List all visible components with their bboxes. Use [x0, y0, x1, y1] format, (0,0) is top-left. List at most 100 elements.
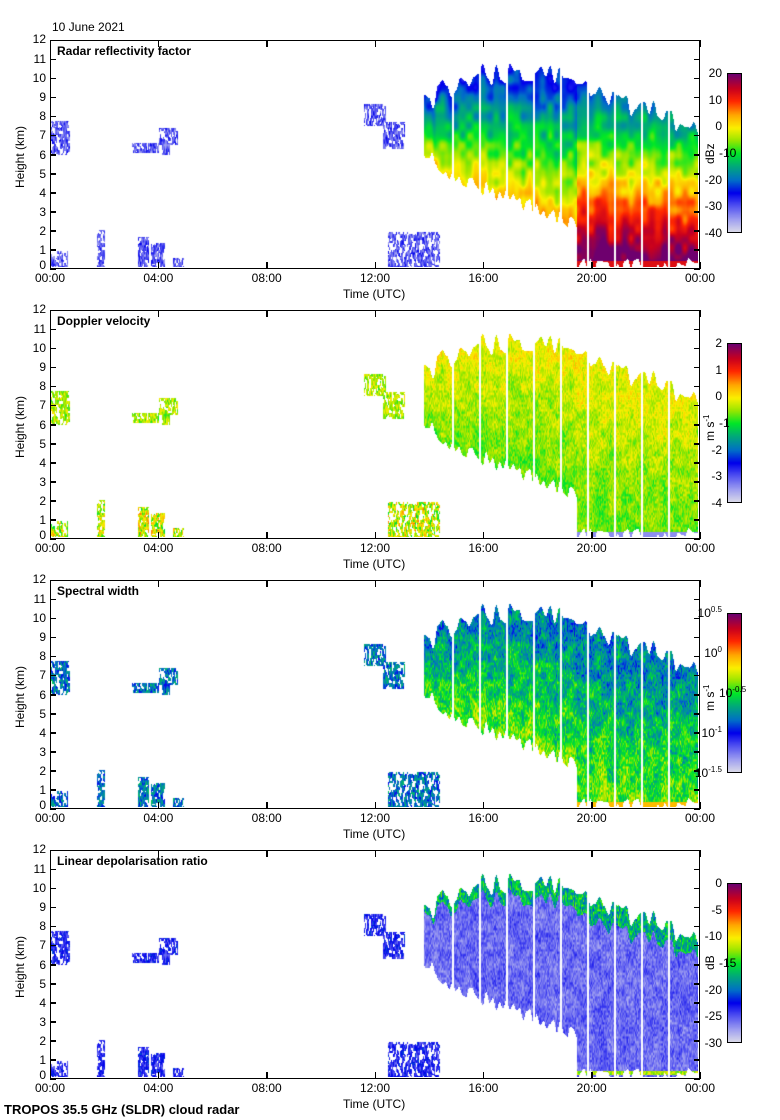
- y-tick-mark: [694, 424, 700, 426]
- y-tick-mark: [694, 268, 700, 270]
- x-tick-mark: [482, 1072, 485, 1079]
- y-tick-label: 12: [32, 842, 46, 856]
- x-tick-mark: [157, 262, 160, 269]
- y-tick-mark: [694, 944, 700, 947]
- colorbar-tick-label: 10-1: [688, 725, 722, 740]
- heatmap-Z: [51, 41, 698, 267]
- colorbar-tick-label: -30: [704, 199, 722, 214]
- y-tick-label: 6: [39, 687, 46, 702]
- x-tick-mark: [699, 532, 701, 539]
- y-tick-mark: [694, 617, 700, 620]
- y-tick-label: 0: [39, 528, 46, 542]
- y-tick-mark: [50, 849, 56, 851]
- colorbar-unit-exponent: -1: [702, 414, 711, 422]
- y-tick-label: 10: [32, 341, 46, 356]
- x-axis-label: Time (UTC): [343, 287, 406, 301]
- colorbar-unit-label: m s-1: [702, 414, 717, 440]
- x-tick-label: 00:00: [684, 271, 716, 285]
- x-tick-label: 00:00: [34, 541, 66, 555]
- x-tick-label: 12:00: [359, 271, 391, 285]
- y-tick-mark: [50, 385, 56, 388]
- y-tick-mark: [50, 732, 56, 734]
- y-tick-mark: [694, 868, 700, 871]
- y-tick-label: 5: [39, 976, 46, 991]
- colorbar-tick-label: -40: [704, 226, 722, 240]
- x-tick-label: 00:00: [34, 1081, 66, 1095]
- y-tick-mark: [50, 887, 56, 890]
- y-tick-mark: [694, 385, 700, 388]
- y-tick-label: 9: [39, 360, 46, 375]
- y-tick-mark: [50, 906, 56, 909]
- colorbar-tick-label: -30: [704, 1036, 722, 1050]
- y-tick-mark: [50, 674, 56, 677]
- y-tick-mark: [694, 500, 700, 502]
- x-tick-mark: [699, 310, 701, 317]
- y-tick-mark: [694, 598, 700, 601]
- x-tick-label: 20:00: [576, 1081, 607, 1095]
- y-tick-label: 1: [39, 242, 46, 257]
- y-tick-label: 1: [39, 1052, 46, 1067]
- y-tick-label: 0: [39, 258, 46, 272]
- colorbar-tick-label: 10: [708, 92, 722, 107]
- y-tick-mark: [50, 579, 56, 581]
- x-tick-label: 08:00: [251, 1081, 282, 1095]
- y-tick-mark: [694, 481, 700, 483]
- colorbar-tick-label: -2: [711, 442, 722, 457]
- colorbar-tick-label: -25: [704, 1009, 722, 1024]
- colorbar-tick-label: 0: [715, 389, 722, 404]
- y-tick-mark: [694, 366, 700, 369]
- colorbar-tick-label: -4: [711, 496, 722, 510]
- y-tick-mark: [694, 96, 700, 99]
- y-tick-mark: [694, 579, 700, 581]
- y-tick-mark: [694, 154, 700, 156]
- y-tick-mark: [694, 983, 700, 985]
- x-tick-mark: [157, 40, 160, 47]
- heatmap-ldr: [51, 851, 698, 1077]
- x-axis-label: Time (UTC): [343, 827, 406, 841]
- x-tick-mark: [591, 262, 593, 269]
- y-tick-mark: [50, 481, 56, 483]
- x-tick-mark: [699, 40, 701, 47]
- plot-area: Radar reflectivity factor: [50, 40, 700, 269]
- y-tick-label: 10: [32, 611, 46, 626]
- y-tick-mark: [50, 789, 56, 791]
- y-tick-mark: [694, 519, 700, 521]
- y-tick-label: 8: [39, 919, 46, 934]
- x-tick-mark: [374, 580, 376, 587]
- x-tick-mark: [374, 532, 376, 539]
- y-tick-mark: [50, 1040, 56, 1042]
- x-tick-label: 20:00: [576, 811, 607, 825]
- y-tick-mark: [694, 39, 700, 41]
- x-tick-mark: [374, 310, 376, 317]
- x-tick-mark: [49, 40, 51, 47]
- y-tick-mark: [694, 1021, 700, 1023]
- colorbar-tick-exponent: -1: [714, 725, 722, 734]
- y-tick-label: 7: [39, 398, 46, 413]
- y-tick-mark: [50, 96, 56, 99]
- x-tick-mark: [157, 850, 160, 857]
- x-tick-mark: [49, 262, 51, 269]
- y-tick-mark: [694, 713, 700, 715]
- x-tick-mark: [49, 580, 51, 587]
- y-tick-mark: [694, 732, 700, 734]
- colorbar-tick-base: 10: [704, 646, 718, 660]
- footer-title: TROPOS 35.5 GHz (SLDR) cloud radar: [4, 1102, 240, 1117]
- y-tick-mark: [694, 347, 700, 350]
- plot-area: Spectral width: [50, 580, 700, 809]
- y-tick-mark: [50, 192, 56, 194]
- plot-area: Linear depolarisation ratio: [50, 850, 700, 1079]
- colorbar-unit: dBz: [703, 142, 717, 164]
- x-tick-label: 00:00: [684, 1081, 716, 1095]
- x-tick-label: 00:00: [684, 541, 716, 555]
- x-tick-label: 00:00: [684, 811, 716, 825]
- y-tick-mark: [694, 211, 700, 213]
- x-tick-mark: [49, 310, 51, 317]
- y-tick-mark: [694, 849, 700, 851]
- x-tick-mark: [266, 262, 268, 269]
- y-tick-mark: [50, 538, 56, 540]
- colorbar-tick-exponent: -1.5: [708, 765, 722, 774]
- colorbar-tick-label: 2: [715, 336, 722, 350]
- y-tick-mark: [694, 77, 700, 80]
- date-label: 10 June 2021: [52, 20, 125, 34]
- colorbar-tick-base: 10: [719, 686, 733, 700]
